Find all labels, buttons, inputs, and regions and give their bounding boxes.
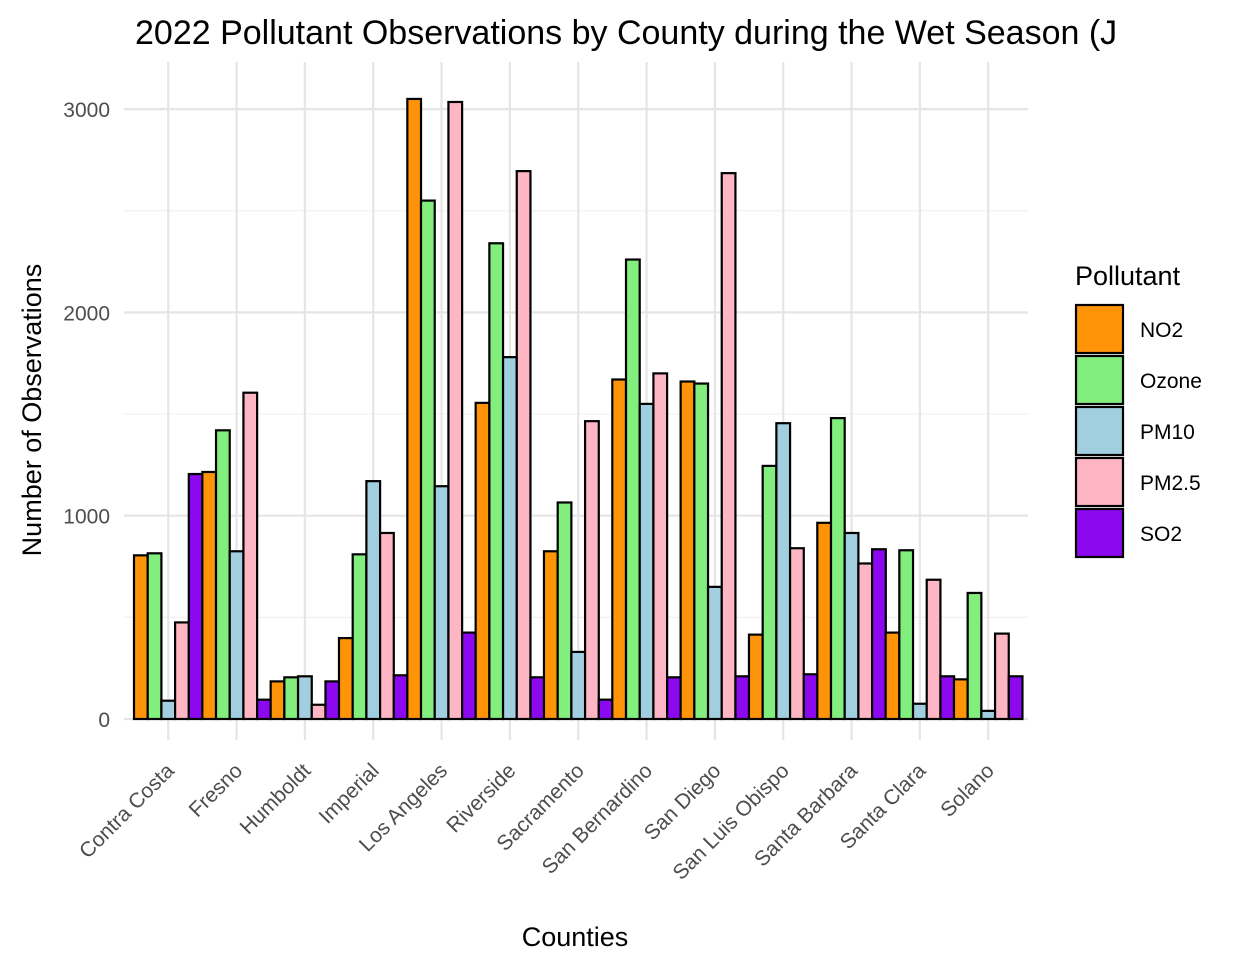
bar-ozone-los-angeles xyxy=(419,199,436,721)
bar-so2-riverside xyxy=(529,676,546,721)
bar-pm25-solano xyxy=(993,632,1010,721)
y-axis-title: Number of Observations xyxy=(17,264,47,557)
bar-no2-solano xyxy=(952,678,969,721)
bar-pm25-los-angeles xyxy=(447,100,464,721)
bar-so2-humboldt xyxy=(324,680,341,721)
bar-pm10-fresno xyxy=(228,550,245,721)
bar-ozone-fresno xyxy=(214,429,231,721)
bar-pm10-sacramento xyxy=(570,650,587,721)
bar-ozone-santa-barbara xyxy=(829,417,846,721)
bar-pm25-sacramento xyxy=(583,420,600,721)
bar-pm25-contra-costa xyxy=(174,621,190,721)
bar-ozone-san-bernardino xyxy=(624,258,641,721)
bar-no2-san-luis-obispo xyxy=(747,633,764,721)
x-tick-label: Contra Costa xyxy=(75,759,179,863)
bar-pm25-san-diego xyxy=(720,172,737,721)
bar-ozone-sacramento xyxy=(556,501,573,721)
legend-label: PM10 xyxy=(1140,421,1195,444)
bar-no2-contra-costa xyxy=(132,554,149,721)
y-tick-label: 1000 xyxy=(63,506,110,529)
legend-label: Ozone xyxy=(1140,370,1202,393)
bar-pm25-santa-clara xyxy=(925,578,942,721)
legend-key-pm10 xyxy=(1074,405,1125,457)
bar-pm10-humboldt xyxy=(296,675,313,721)
bar-so2-fresno xyxy=(256,698,272,721)
x-tick-label: Fresno xyxy=(185,759,247,821)
bar-pm25-imperial xyxy=(378,531,395,721)
bar-no2-imperial xyxy=(337,636,354,721)
bar-so2-santa-barbara xyxy=(870,548,887,721)
x-axis-title: Counties xyxy=(522,922,629,952)
bar-ozone-riverside xyxy=(488,242,505,721)
bar-so2-sacramento xyxy=(597,698,614,721)
bar-no2-humboldt xyxy=(269,680,286,721)
legend-key-pm25 xyxy=(1074,456,1125,508)
x-tick-label: San Luis Obispo xyxy=(669,759,794,884)
bar-ozone-san-diego xyxy=(693,382,710,721)
legend-title: Pollutant xyxy=(1075,261,1181,291)
bar-so2-san-bernardino xyxy=(666,676,682,721)
bar-pm10-san-bernardino xyxy=(638,402,655,721)
bar-no2-santa-barbara xyxy=(816,521,833,721)
bar-so2-san-diego xyxy=(734,675,751,721)
bar-so2-los-angeles xyxy=(461,631,477,721)
legend-label: PM2.5 xyxy=(1140,472,1201,495)
bar-ozone-imperial xyxy=(351,553,368,721)
bar-pm25-san-bernardino xyxy=(652,372,669,721)
legend-items: NO2 Ozone PM10 PM2.5 SO2 xyxy=(1074,303,1202,559)
legend-label: SO2 xyxy=(1140,523,1182,546)
x-tick-label: Imperial xyxy=(315,759,384,828)
bar-pm25-humboldt xyxy=(310,703,327,721)
bar-so2-santa-clara xyxy=(939,675,956,721)
bar-so2-imperial xyxy=(392,674,409,721)
bar-pm10-los-angeles xyxy=(433,485,450,721)
bar-ozone-santa-clara xyxy=(898,549,915,721)
bar-pm10-imperial xyxy=(365,480,382,721)
legend-key-ozone xyxy=(1074,354,1125,406)
bar-no2-los-angeles xyxy=(406,97,423,721)
bar-so2-contra-costa xyxy=(187,472,204,721)
y-axis-ticks: 0 1000 2000 3000 xyxy=(63,99,110,732)
bar-no2-sacramento xyxy=(542,550,559,721)
bar-pm25-san-luis-obispo xyxy=(788,547,805,721)
bar-pm25-fresno xyxy=(242,391,259,721)
bar-no2-riverside xyxy=(474,401,491,721)
x-tick-label: Solano xyxy=(936,759,999,822)
legend: Pollutant NO2 Ozone PM10 PM2.5 SO2 xyxy=(1074,261,1202,559)
x-tick-label: Humboldt xyxy=(236,759,316,839)
bar-pm25-santa-barbara xyxy=(857,562,874,721)
bar-no2-san-bernardino xyxy=(611,378,628,721)
bar-ozone-contra-costa xyxy=(146,552,163,721)
bar-no2-fresno xyxy=(201,470,218,721)
bar-no2-san-diego xyxy=(679,380,696,721)
bar-ozone-solano xyxy=(966,591,983,721)
bar-pm25-riverside xyxy=(515,170,532,721)
legend-label: NO2 xyxy=(1140,319,1183,342)
bar-no2-santa-clara xyxy=(884,631,901,721)
y-tick-label: 0 xyxy=(98,709,110,732)
bar-pm10-riverside xyxy=(501,356,518,721)
bar-pm10-santa-barbara xyxy=(843,531,860,721)
bar-pm10-san-luis-obispo xyxy=(775,422,792,721)
y-tick-label: 3000 xyxy=(63,99,110,122)
bar-so2-san-luis-obispo xyxy=(802,673,819,721)
chart-title: 2022 Pollutant Observations by County du… xyxy=(135,14,1117,52)
bars xyxy=(132,97,1024,721)
bar-pm10-santa-clara xyxy=(911,702,928,721)
bar-so2-solano xyxy=(1007,675,1024,721)
y-tick-label: 2000 xyxy=(63,302,110,325)
bar-pm10-san-diego xyxy=(706,585,723,721)
bar-ozone-san-luis-obispo xyxy=(761,464,778,721)
bar-ozone-humboldt xyxy=(283,676,300,721)
bar-pm10-solano xyxy=(980,709,997,721)
legend-key-so2 xyxy=(1074,507,1125,559)
legend-key-no2 xyxy=(1074,303,1125,355)
bar-pm10-contra-costa xyxy=(160,699,177,721)
